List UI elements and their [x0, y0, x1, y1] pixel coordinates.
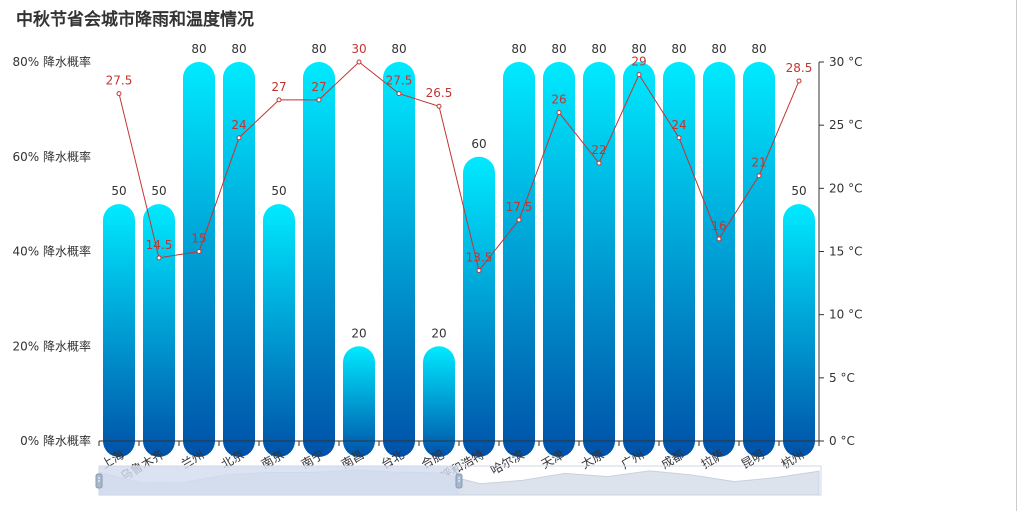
temperature-label: 24 — [231, 118, 246, 132]
y-right-tick-label: 15 °C — [829, 245, 862, 259]
temperature-point — [716, 236, 722, 242]
temperature-label: 29 — [631, 55, 646, 69]
temperature-point — [476, 267, 482, 273]
bar-11 — [543, 62, 575, 457]
temperature-label: 24 — [671, 118, 686, 132]
y-right-tick-label: 20 °C — [829, 181, 862, 195]
temperature-point — [596, 160, 602, 166]
bar-value-label: 50 — [271, 184, 286, 198]
temperature-label: 16 — [711, 219, 726, 233]
temperature-point — [316, 97, 322, 103]
bar-value-label: 80 — [311, 42, 326, 56]
bar-value-label: 80 — [591, 42, 606, 56]
bar-value-label: 50 — [111, 184, 126, 198]
chart-title: 中秋节省会城市降雨和温度情况 — [16, 10, 254, 30]
temperature-label: 27.5 — [106, 74, 133, 88]
temperature-label: 30 — [351, 42, 366, 56]
y-left-tick-label: 20% 降水概率 — [13, 338, 92, 353]
bar-16 — [743, 62, 775, 457]
bar-value-label: 80 — [751, 42, 766, 56]
temperature-label: 26.5 — [426, 86, 453, 100]
temperature-point — [556, 110, 562, 116]
temperature-label: 13.5 — [466, 250, 493, 264]
temperature-label: 28.5 — [786, 61, 813, 75]
bar-value-label: 80 — [551, 42, 566, 56]
y-right-tick-label: 30 °C — [829, 55, 862, 69]
temperature-label: 26 — [551, 93, 566, 107]
bar-value-label: 80 — [631, 42, 646, 56]
bar-12 — [583, 62, 615, 457]
y-right-tick-label: 0 °C — [829, 434, 855, 448]
bar-value-label: 80 — [391, 42, 406, 56]
temperature-point — [396, 91, 402, 97]
temperature-label: 21 — [751, 156, 766, 170]
bar-7 — [383, 62, 415, 457]
y-right-tick-label: 10 °C — [829, 308, 862, 322]
temperature-point — [796, 78, 802, 84]
bar-13 — [623, 62, 655, 457]
bar-value-label: 80 — [671, 42, 686, 56]
y-right-tick-label: 5 °C — [829, 371, 855, 385]
temperature-line — [118, 61, 800, 272]
temperature-point — [676, 135, 682, 141]
bar-8 — [423, 346, 455, 457]
bar-10 — [503, 62, 535, 457]
bar-15 — [703, 62, 735, 457]
bar-17 — [783, 204, 815, 457]
y-right-tick-label: 25 °C — [829, 118, 862, 132]
temperature-label: 22 — [591, 143, 606, 157]
bar-value-label: 80 — [711, 42, 726, 56]
bar-14 — [663, 62, 695, 457]
temperature-point — [156, 255, 162, 261]
temperature-label: 14.5 — [146, 238, 173, 252]
bar-value-label: 20 — [351, 326, 366, 340]
temperature-label: 27 — [311, 80, 326, 94]
bar-value-label: 80 — [191, 42, 206, 56]
bar-value-label: 50 — [151, 184, 166, 198]
bar-value-label: 50 — [791, 184, 806, 198]
bar-9 — [463, 156, 495, 457]
bar-0 — [103, 204, 135, 457]
bar-1 — [143, 204, 175, 457]
temperature-point — [436, 103, 442, 109]
temperature-label: 27 — [271, 80, 286, 94]
temperature-point — [276, 97, 282, 103]
temperature-point — [196, 249, 202, 254]
bar-4 — [263, 204, 295, 457]
temperature-point — [116, 91, 122, 97]
y-left-tick-label: 60% 降水概率 — [13, 149, 92, 164]
bar-value-label: 80 — [511, 42, 526, 56]
bar-value-label: 20 — [431, 326, 446, 340]
temperature-point — [756, 173, 762, 179]
temperature-point — [356, 59, 362, 65]
window-edge-divider — [1016, 0, 1017, 511]
y-left-tick-label: 0% 降水概率 — [20, 433, 91, 448]
temperature-label: 27.5 — [386, 74, 413, 88]
y-left-tick-label: 80% 降水概率 — [13, 54, 92, 69]
bar-value-label: 60 — [471, 137, 486, 151]
zoom-selected-range — [99, 466, 459, 495]
bar-value-label: 80 — [231, 42, 246, 56]
temperature-point — [516, 217, 522, 223]
temperature-label: 17.5 — [506, 200, 533, 214]
bar-6 — [343, 346, 375, 457]
bar-2 — [183, 62, 215, 457]
temperature-point — [636, 72, 642, 78]
temperature-point — [236, 135, 242, 141]
temperature-label: 15 — [191, 232, 206, 246]
bar-5 — [303, 62, 335, 457]
y-left-tick-label: 40% 降水概率 — [13, 244, 92, 259]
